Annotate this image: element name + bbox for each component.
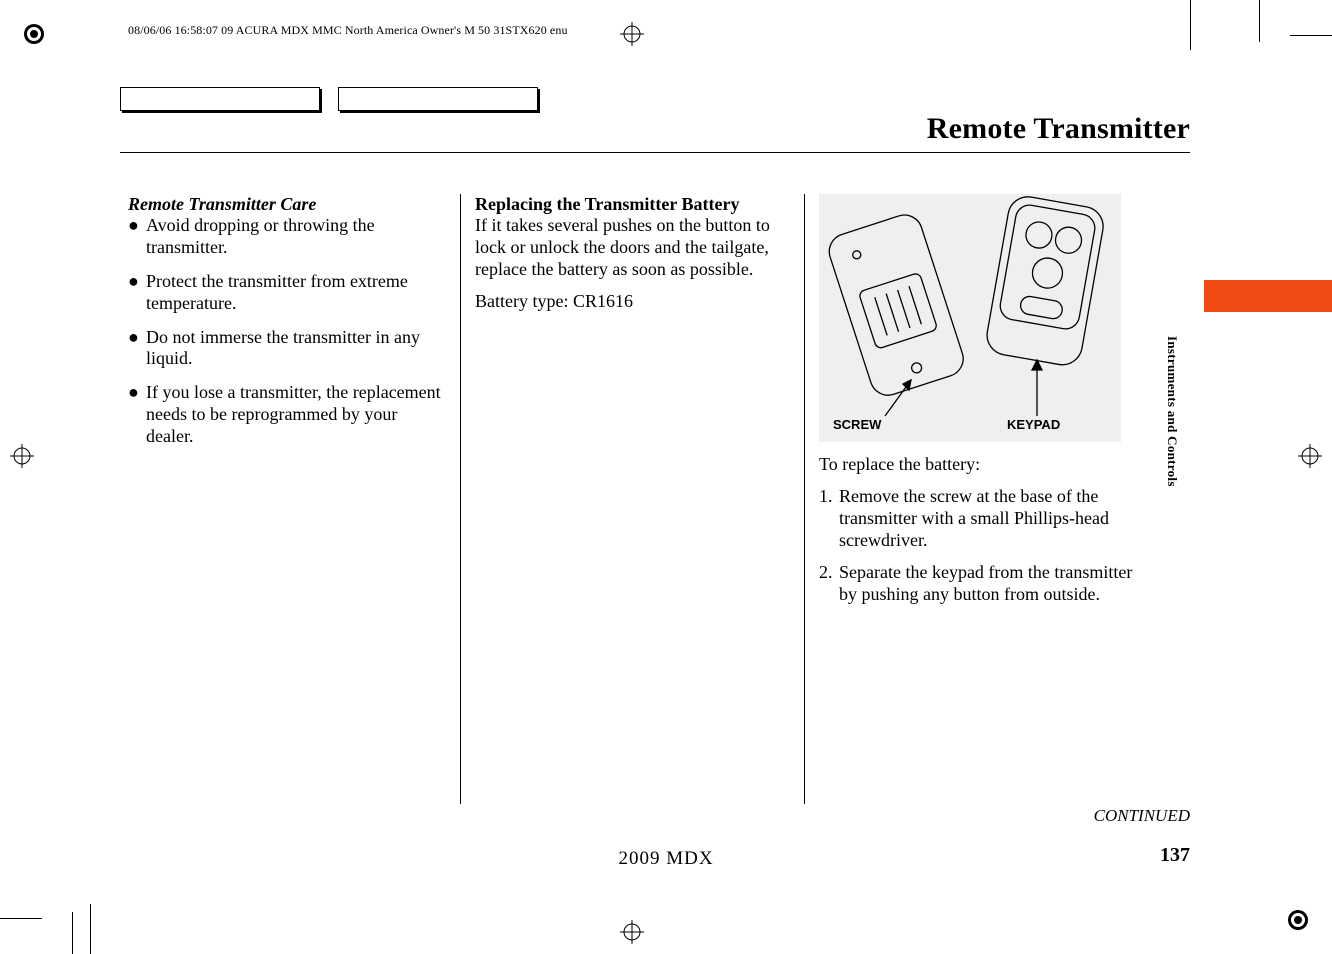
list-item: 1.Remove the screw at the base of the tr…	[819, 486, 1138, 552]
registration-mark-icon	[22, 22, 46, 46]
title-rule	[120, 152, 1190, 153]
steps-intro: To replace the battery:	[819, 454, 1138, 476]
crosshair-icon	[10, 444, 34, 468]
steps-list: 1.Remove the screw at the base of the tr…	[819, 486, 1138, 606]
battery-type-line: Battery type: CR1616	[475, 291, 790, 313]
continued-label: CONTINUED	[1094, 806, 1190, 826]
figure-label-keypad: KEYPAD	[1007, 417, 1060, 432]
column-steps: SCREW KEYPAD To replace the battery: 1.R…	[804, 194, 1138, 804]
transmitter-illustration	[819, 194, 1121, 442]
step-text: Separate the keypad from the transmitter…	[839, 562, 1138, 606]
bullet-text: Protect the transmitter from extreme tem…	[146, 271, 446, 315]
list-item: ●If you lose a transmitter, the replacem…	[128, 382, 446, 448]
crosshair-icon	[620, 22, 644, 46]
list-item: ●Protect the transmitter from extreme te…	[128, 271, 446, 315]
bullet-icon: ●	[128, 382, 146, 448]
heading-care: Remote Transmitter Care	[128, 194, 446, 215]
bullet-icon: ●	[128, 215, 146, 259]
crosshair-icon	[1298, 444, 1322, 468]
heading-replacing: Replacing the Transmitter Battery	[475, 194, 790, 215]
section-side-label: Instruments and Controls	[1164, 316, 1190, 506]
crop-mark	[1290, 35, 1332, 36]
bullet-text: Do not immerse the transmitter in any li…	[146, 327, 446, 371]
list-item: ●Do not immerse the transmitter in any l…	[128, 327, 446, 371]
empty-field-box	[120, 87, 320, 111]
empty-field-box	[338, 87, 538, 111]
crop-mark	[72, 912, 73, 954]
footer-model-year: 2009 MDX	[0, 848, 1332, 870]
bullet-icon: ●	[128, 271, 146, 315]
crop-mark	[1190, 0, 1191, 50]
registration-mark-icon	[1286, 908, 1310, 932]
list-item: ●Avoid dropping or throwing the transmit…	[128, 215, 446, 259]
step-number: 2.	[819, 562, 839, 606]
print-meta-header: 08/06/06 16:58:07 09 ACURA MDX MMC North…	[128, 23, 568, 38]
page-title: Remote Transmitter	[927, 112, 1190, 146]
transmitter-figure: SCREW KEYPAD	[819, 194, 1121, 442]
step-text: Remove the screw at the base of the tran…	[839, 486, 1138, 552]
crop-mark	[1259, 0, 1260, 42]
section-side-label-text: Instruments and Controls	[1164, 316, 1180, 506]
replacing-paragraph: If it takes several pushes on the button…	[475, 215, 790, 281]
crop-mark	[0, 918, 42, 919]
crop-mark	[90, 904, 91, 954]
step-number: 1.	[819, 486, 839, 552]
section-color-tab	[1204, 280, 1332, 312]
list-item: 2.Separate the keypad from the transmitt…	[819, 562, 1138, 606]
care-bullet-list: ●Avoid dropping or throwing the transmit…	[128, 215, 446, 449]
bullet-text: If you lose a transmitter, the replaceme…	[146, 382, 446, 448]
bullet-icon: ●	[128, 327, 146, 371]
column-care: Remote Transmitter Care ●Avoid dropping …	[128, 194, 460, 804]
crosshair-icon	[620, 920, 644, 944]
column-replacing: Replacing the Transmitter Battery If it …	[460, 194, 804, 804]
content-columns: Remote Transmitter Care ●Avoid dropping …	[128, 194, 1138, 804]
figure-label-screw: SCREW	[833, 417, 881, 432]
bullet-text: Avoid dropping or throwing the transmitt…	[146, 215, 446, 259]
